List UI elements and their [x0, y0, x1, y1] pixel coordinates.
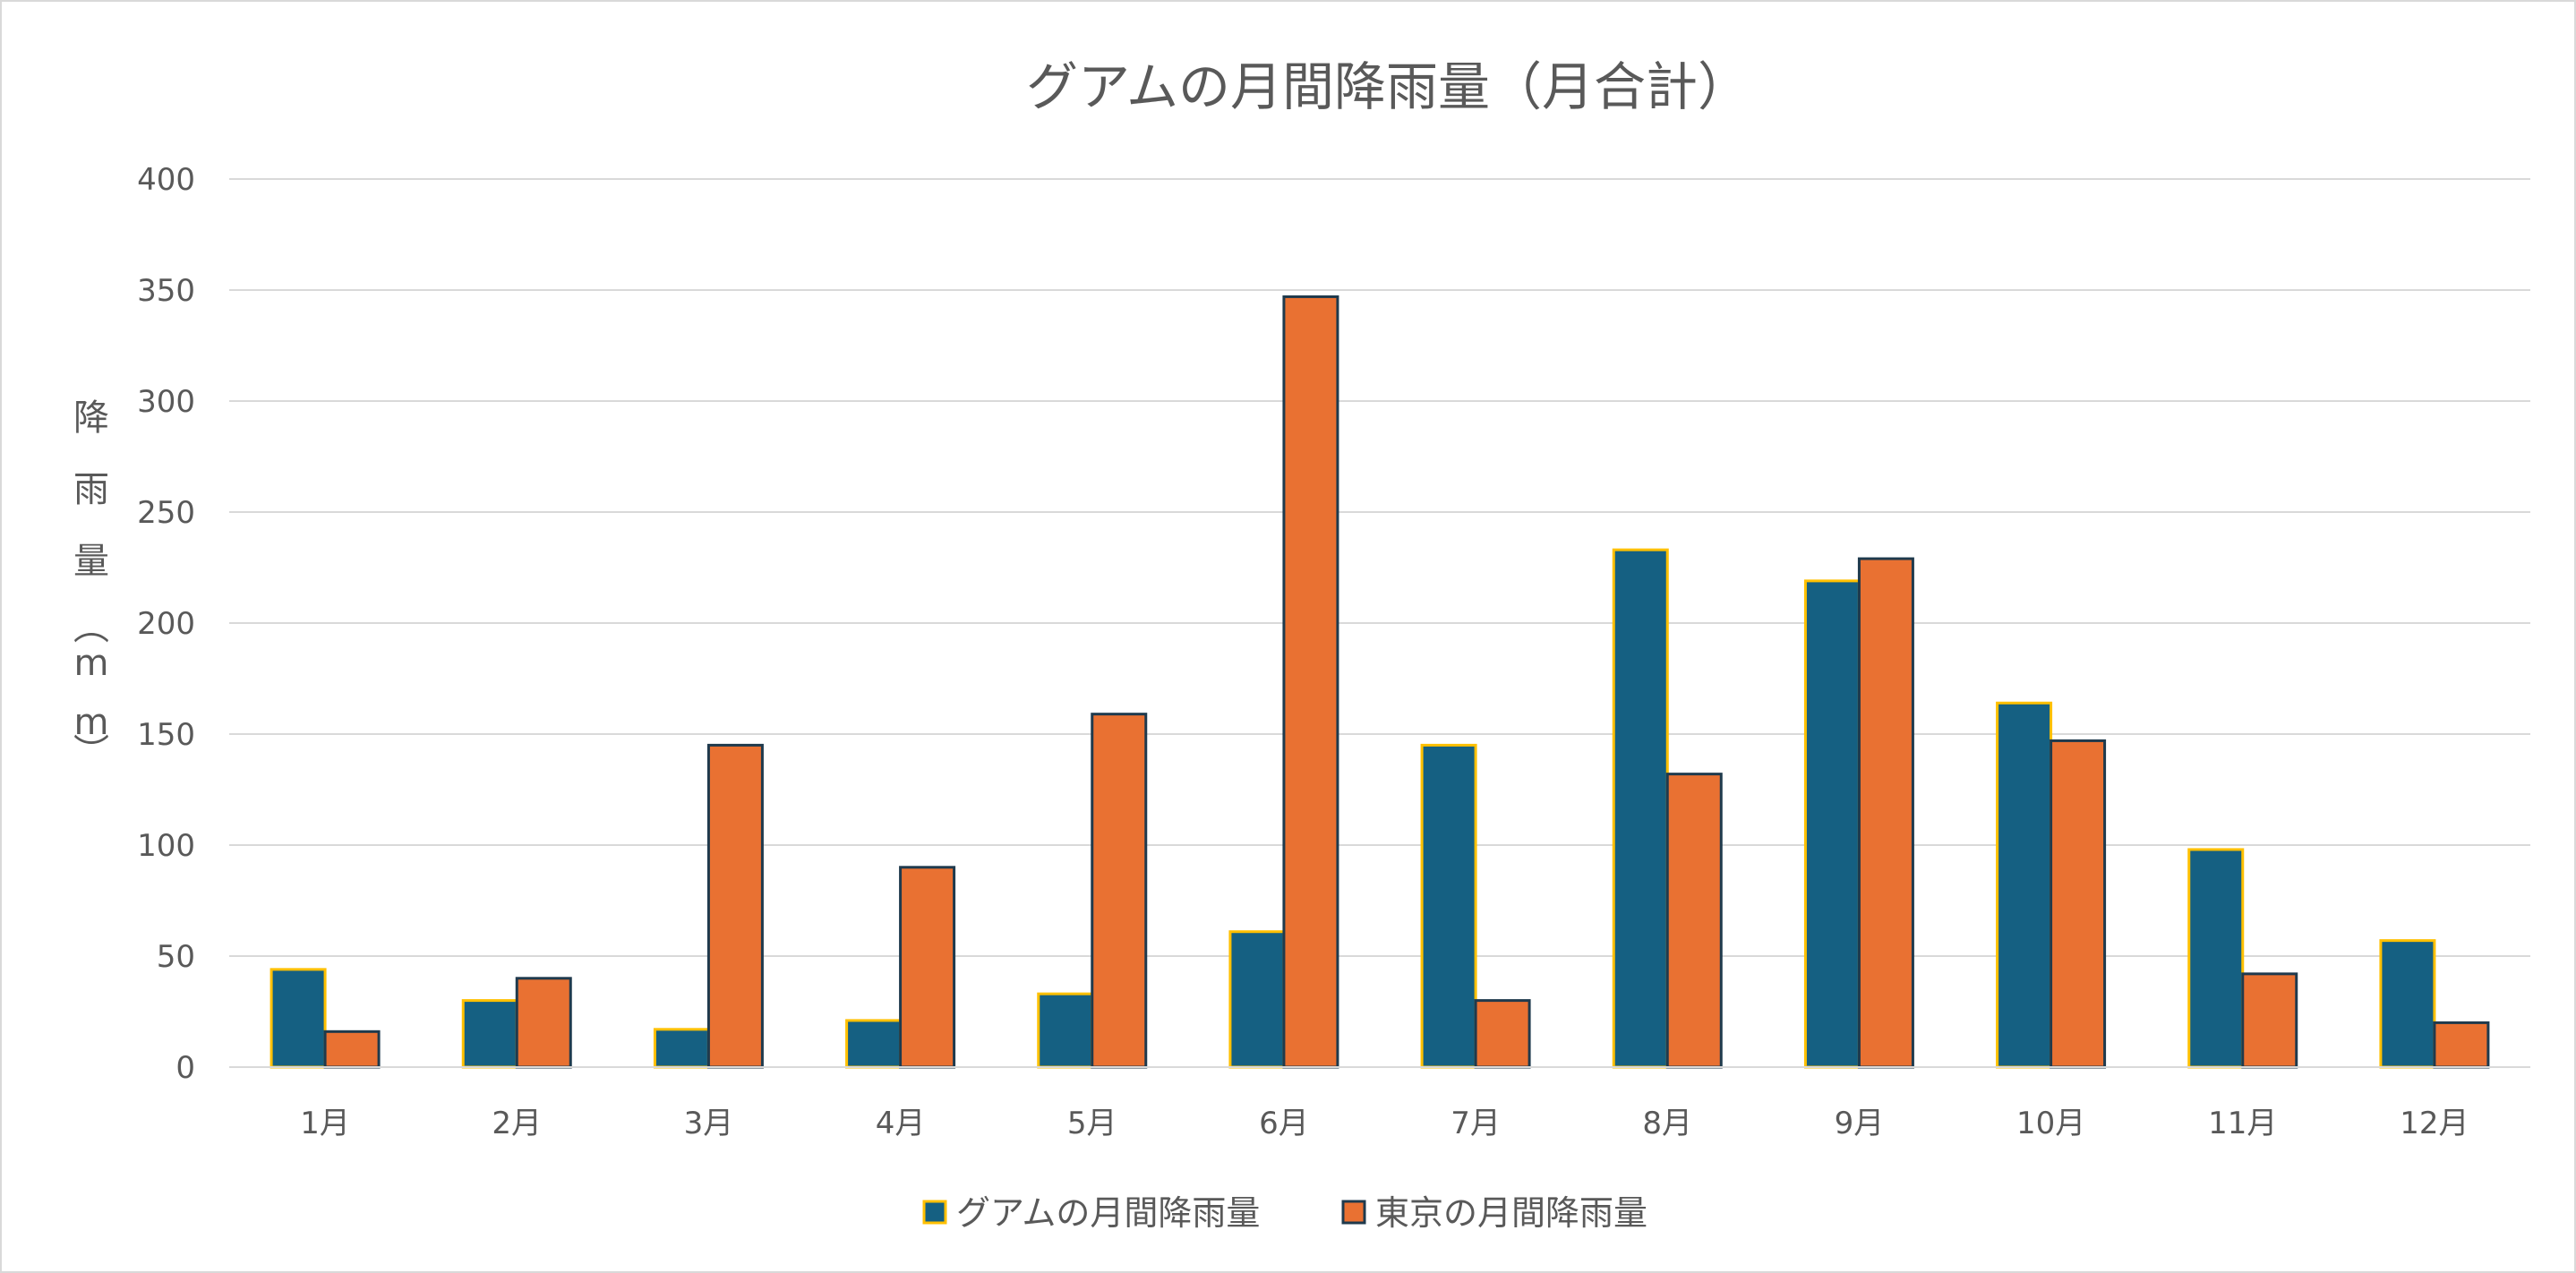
bars — [270, 295, 2490, 1069]
x-tick-label: 9月 — [1835, 1106, 1885, 1141]
bar-series2-10 — [2050, 739, 2107, 1069]
x-tick-label: 2月 — [492, 1106, 542, 1141]
bar-series1-4 — [845, 1019, 903, 1069]
bar-series2-7 — [1474, 999, 1531, 1069]
bar-series2-11 — [2241, 972, 2298, 1069]
bar-series1-8 — [1612, 548, 1669, 1069]
bar-series1-11 — [2187, 848, 2245, 1069]
bar-series2-6 — [1282, 295, 1339, 1069]
y-axis-label-char: 量 — [73, 541, 109, 582]
y-tick-label: 50 — [157, 939, 195, 975]
y-tick-label: 0 — [175, 1050, 195, 1086]
y-tick-label: 350 — [137, 273, 195, 309]
x-tick-label: 5月 — [1067, 1106, 1117, 1141]
legend-item-series1[interactable]: グアムの月間降雨量 — [922, 1193, 1260, 1233]
legend[interactable]: グアムの月間降雨量 東京の月間降雨量 — [922, 1193, 1647, 1233]
bar-series2-5 — [1091, 713, 1148, 1069]
bar-series2-8 — [1665, 773, 1723, 1069]
bar-series1-2 — [461, 999, 518, 1069]
x-tick-label: 6月 — [1259, 1106, 1309, 1141]
y-axis-label-char: ︵ — [73, 607, 109, 648]
bar-series1-3 — [653, 1028, 710, 1069]
bar-series2-9 — [1857, 557, 1914, 1069]
y-axis-label-char: 雨 — [73, 469, 109, 510]
legend-label: グアムの月間降雨量 — [956, 1193, 1260, 1233]
x-tick-label: 4月 — [876, 1106, 926, 1141]
bar-series1-12 — [2379, 939, 2436, 1069]
y-axis-label-char: ︶ — [73, 732, 109, 773]
x-tick-label: 10月 — [2016, 1106, 2085, 1141]
bar-series2-3 — [706, 743, 764, 1069]
legend-swatch — [1341, 1200, 1366, 1225]
x-axis-ticks: 1月 2月 3月 4月 5月 6月 7月 8月 9月 10月 11月 12月 — [300, 1106, 2469, 1141]
bar-series1-7 — [1420, 743, 1477, 1069]
y-axis-label-char: m — [74, 643, 109, 684]
x-tick-label: 11月 — [2208, 1106, 2277, 1141]
bar-series1-5 — [1037, 992, 1094, 1069]
x-tick-label: 1月 — [300, 1106, 350, 1141]
y-axis-ticks: 0 50 100 150 200 250 300 350 400 — [137, 162, 195, 1086]
y-tick-label: 200 — [137, 606, 195, 642]
bar-series1-6 — [1228, 930, 1286, 1069]
x-tick-label: 3月 — [684, 1106, 734, 1141]
gridlines — [229, 178, 2530, 957]
y-axis-label-char: 降 — [73, 397, 109, 439]
bar-series2-12 — [2433, 1021, 2490, 1069]
x-tick-label: 12月 — [2400, 1106, 2469, 1141]
legend-swatch — [922, 1200, 947, 1225]
y-tick-label: 400 — [137, 162, 195, 198]
y-tick-label: 100 — [137, 828, 195, 864]
y-tick-label: 300 — [137, 384, 195, 420]
bar-series1-10 — [1996, 701, 2053, 1069]
y-axis-label: 降雨量︵mm︶ — [73, 397, 109, 773]
bar-series2-4 — [899, 866, 956, 1069]
legend-label: 東京の月間降雨量 — [1375, 1193, 1647, 1233]
y-axis-label-char: m — [74, 702, 109, 743]
x-tick-label: 8月 — [1642, 1106, 1692, 1141]
x-tick-label: 7月 — [1451, 1106, 1501, 1141]
y-tick-label: 150 — [137, 717, 195, 753]
bar-series1-1 — [270, 968, 327, 1069]
bar-series2-2 — [515, 977, 572, 1069]
bar-series2-1 — [323, 1030, 381, 1069]
legend-item-series2[interactable]: 東京の月間降雨量 — [1341, 1193, 1647, 1233]
bar-series1-9 — [1803, 579, 1861, 1069]
chart-title: グアムの月間降雨量（月合計） — [1026, 56, 1750, 117]
y-tick-label: 250 — [137, 495, 195, 531]
